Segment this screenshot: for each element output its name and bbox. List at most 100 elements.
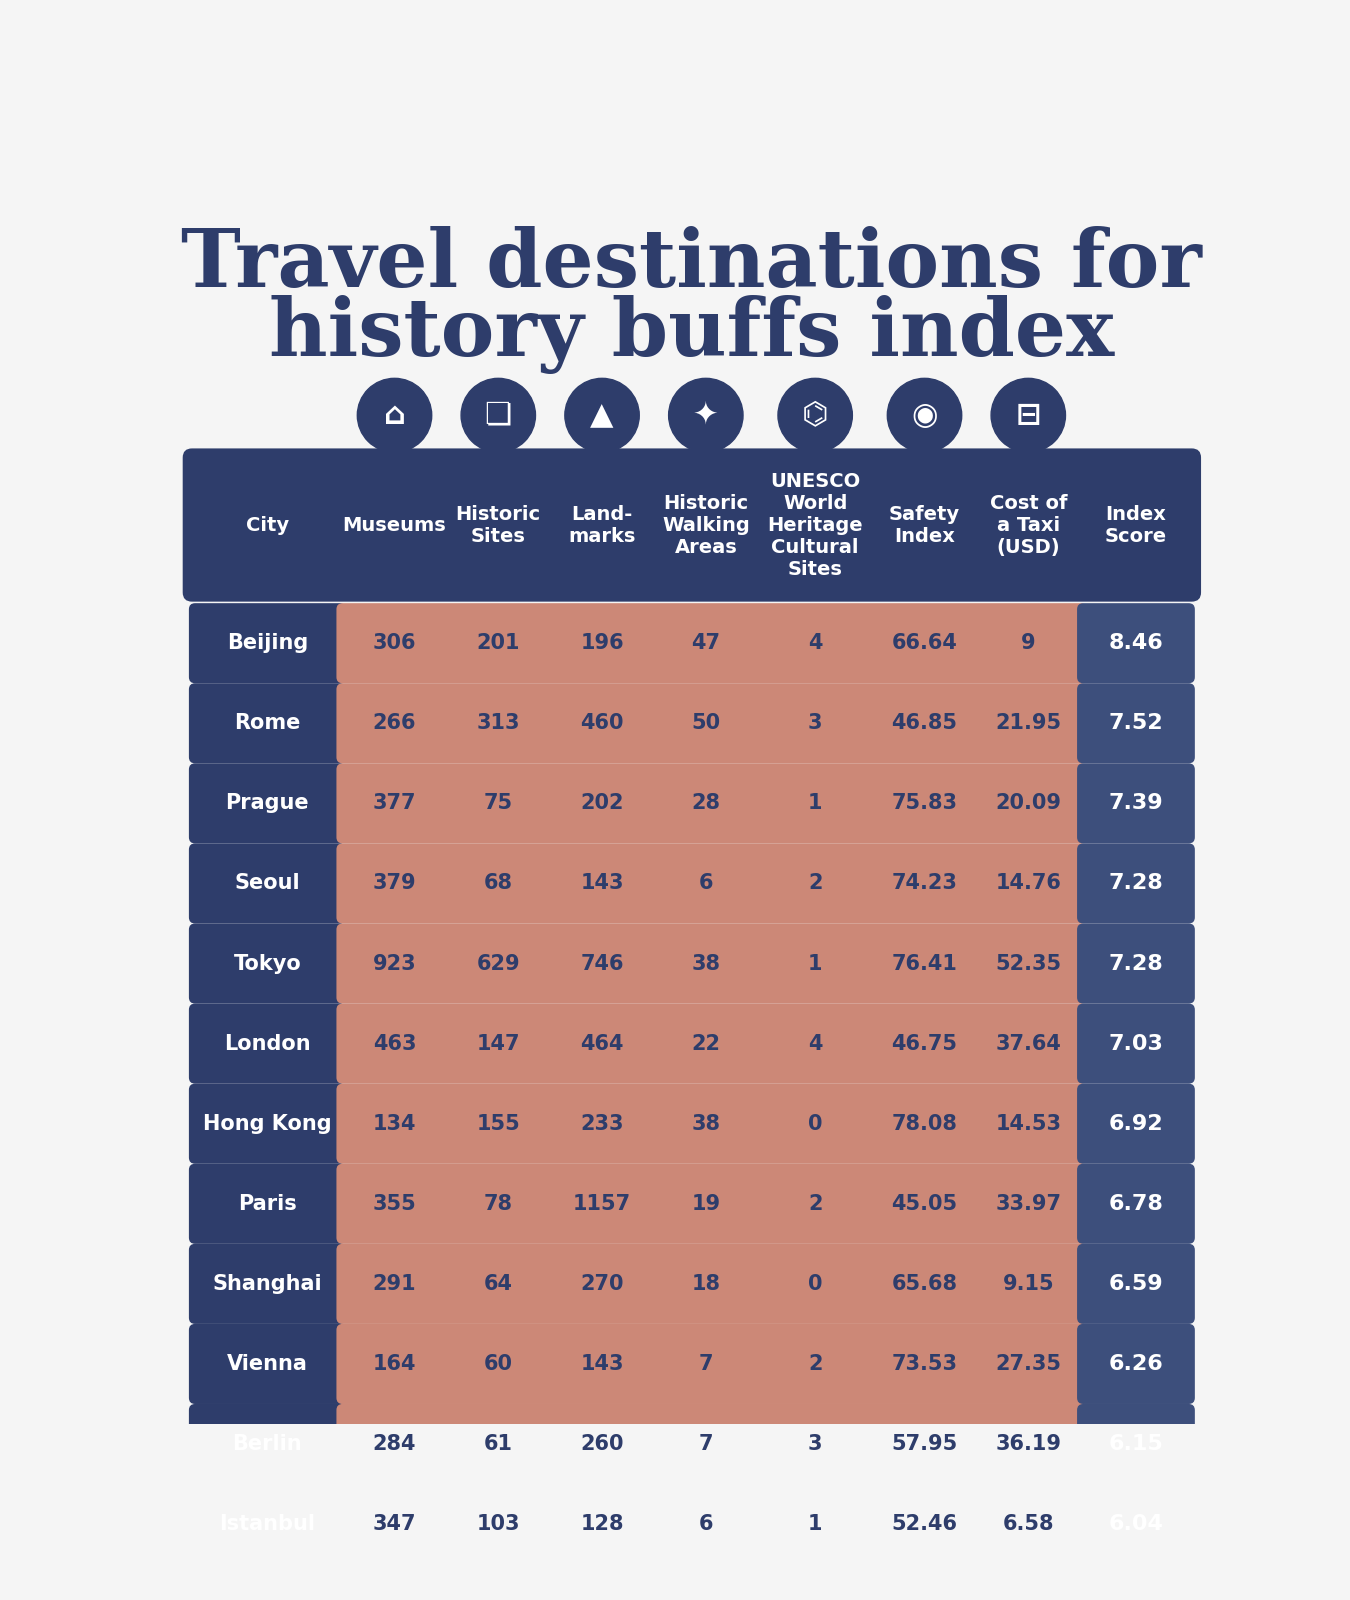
FancyBboxPatch shape [189,1163,346,1243]
FancyBboxPatch shape [336,683,1087,763]
FancyBboxPatch shape [1077,763,1195,843]
Text: 143: 143 [580,874,624,893]
Text: 45.05: 45.05 [891,1194,957,1214]
Text: 202: 202 [580,794,624,813]
Text: Berlin: Berlin [232,1434,302,1454]
Text: 2: 2 [807,1354,822,1374]
Text: 923: 923 [373,954,416,973]
Text: UNESCO
World
Heritage
Cultural
Sites: UNESCO World Heritage Cultural Sites [767,472,863,579]
Text: 2: 2 [807,874,822,893]
Text: 260: 260 [580,1434,624,1454]
Text: 37.64: 37.64 [995,1034,1061,1054]
Text: ✦: ✦ [693,400,718,430]
Text: ▲: ▲ [590,400,614,430]
Text: 36.19: 36.19 [995,1434,1061,1454]
Text: 38: 38 [691,954,721,973]
FancyBboxPatch shape [189,1243,346,1323]
FancyBboxPatch shape [336,1003,1087,1083]
Circle shape [991,378,1065,453]
Text: 143: 143 [580,1354,624,1374]
Text: 270: 270 [580,1274,624,1294]
FancyBboxPatch shape [336,923,1087,1003]
Text: 164: 164 [373,1354,416,1374]
FancyBboxPatch shape [1077,683,1195,763]
FancyBboxPatch shape [336,1403,1087,1485]
FancyBboxPatch shape [1077,923,1195,1003]
Circle shape [778,378,852,453]
Text: Vienna: Vienna [227,1354,308,1374]
Text: ⌂: ⌂ [383,400,405,430]
Text: 46.75: 46.75 [891,1034,957,1054]
Text: 1: 1 [807,954,822,973]
Text: ❏: ❏ [485,400,512,430]
FancyBboxPatch shape [336,1243,1087,1323]
Text: Tokyo: Tokyo [234,954,301,973]
Text: Paris: Paris [238,1194,297,1214]
Text: Historic
Walking
Areas: Historic Walking Areas [662,493,749,557]
Text: 3: 3 [807,1434,822,1454]
Text: 1: 1 [807,1514,822,1534]
Text: 9: 9 [1021,634,1035,653]
Text: 60: 60 [483,1354,513,1374]
Text: 66.64: 66.64 [891,634,957,653]
Text: Seoul: Seoul [235,874,300,893]
Text: 233: 233 [580,1114,624,1134]
Text: 18: 18 [691,1274,721,1294]
FancyBboxPatch shape [182,448,1202,602]
Text: 347: 347 [373,1514,416,1534]
Text: City: City [246,515,289,534]
Text: 3: 3 [807,714,822,733]
FancyBboxPatch shape [336,1163,1087,1243]
Text: 379: 379 [373,874,416,893]
FancyBboxPatch shape [1077,1163,1195,1243]
Text: Hong Kong: Hong Kong [202,1114,332,1134]
Text: 14.53: 14.53 [995,1114,1061,1134]
FancyBboxPatch shape [189,603,346,683]
Circle shape [358,378,432,453]
Text: 746: 746 [580,954,624,973]
Text: 377: 377 [373,794,416,813]
Text: 6.26: 6.26 [1108,1354,1164,1374]
FancyBboxPatch shape [189,923,346,1003]
Text: 7: 7 [698,1354,713,1374]
FancyBboxPatch shape [189,1403,346,1485]
FancyBboxPatch shape [336,1485,1087,1565]
Text: 65.68: 65.68 [891,1274,957,1294]
Text: 6.04: 6.04 [1108,1514,1164,1534]
Text: 1157: 1157 [572,1194,630,1214]
FancyBboxPatch shape [1077,1083,1195,1163]
FancyBboxPatch shape [1077,843,1195,923]
Text: 4: 4 [807,1034,822,1054]
FancyBboxPatch shape [336,843,1087,923]
Text: Istanbul: Istanbul [219,1514,316,1534]
Text: 38: 38 [691,1114,721,1134]
FancyBboxPatch shape [189,1485,346,1565]
Text: 460: 460 [580,714,624,733]
Text: Travel destinations for: Travel destinations for [181,226,1203,304]
Text: 464: 464 [580,1034,624,1054]
FancyBboxPatch shape [1077,1485,1195,1565]
Text: 0: 0 [807,1114,822,1134]
Text: 57.95: 57.95 [891,1434,957,1454]
Text: 78: 78 [483,1194,513,1214]
Text: 68: 68 [483,874,513,893]
Text: 6.92: 6.92 [1108,1114,1164,1134]
FancyBboxPatch shape [336,763,1087,843]
FancyBboxPatch shape [189,683,346,763]
Text: ⌬: ⌬ [802,400,829,430]
Text: 266: 266 [373,714,416,733]
Circle shape [462,378,536,453]
Text: 355: 355 [373,1194,416,1214]
Text: 47: 47 [691,634,721,653]
Circle shape [668,378,743,453]
FancyBboxPatch shape [1077,1403,1195,1485]
Text: 75.83: 75.83 [891,794,957,813]
Text: Cost of
a Taxi
(USD): Cost of a Taxi (USD) [990,493,1066,557]
Text: 8.46: 8.46 [1108,634,1164,653]
Text: 7.03: 7.03 [1108,1034,1164,1054]
FancyBboxPatch shape [1077,603,1195,683]
Text: 27.35: 27.35 [995,1354,1061,1374]
Text: 134: 134 [373,1114,416,1134]
Text: 284: 284 [373,1434,416,1454]
Text: Index
Score: Index Score [1104,504,1166,546]
